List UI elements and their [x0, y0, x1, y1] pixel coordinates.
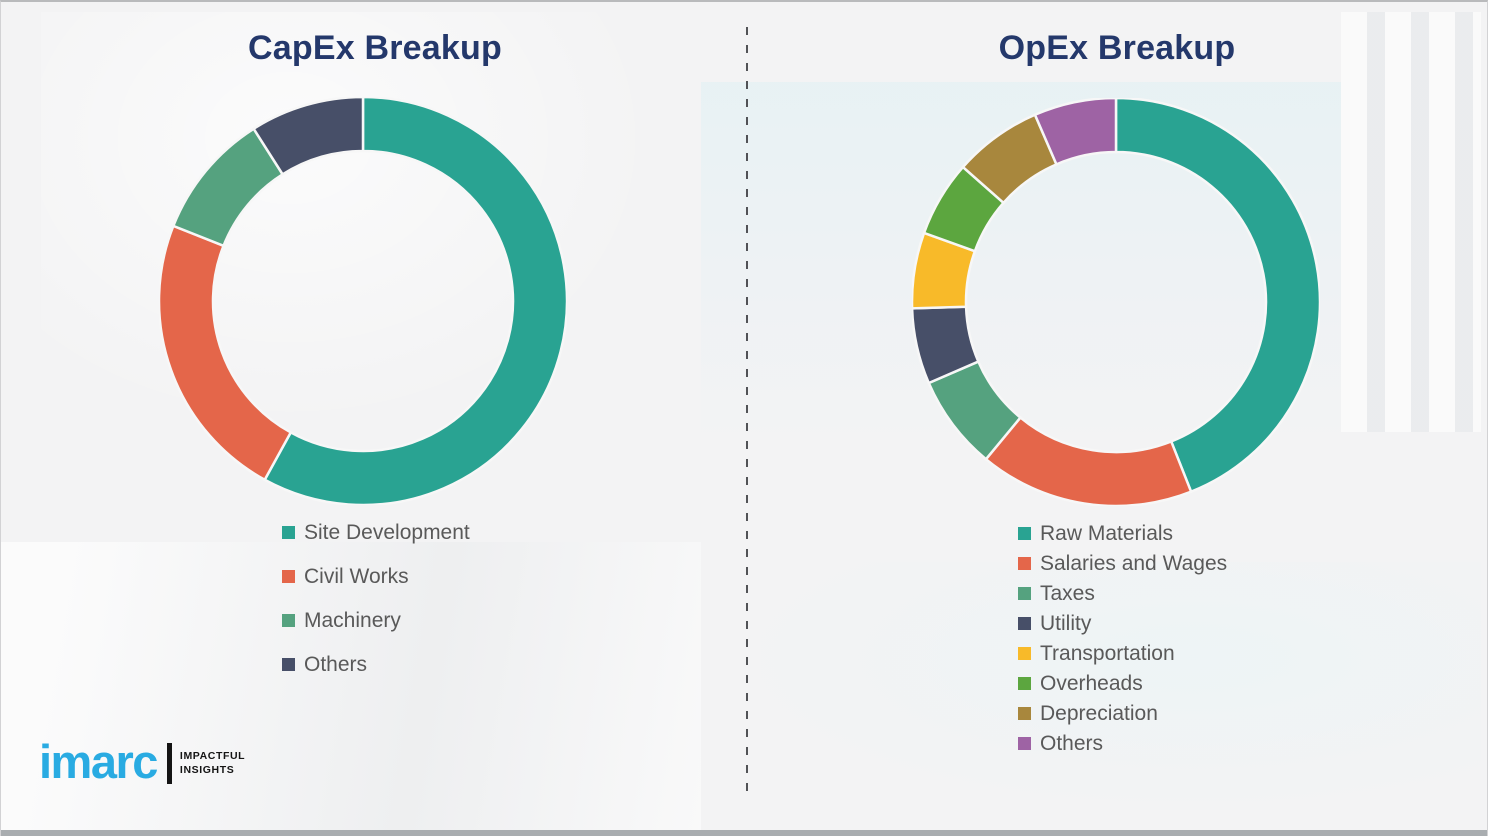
- legend-label: Others: [1040, 731, 1104, 755]
- legend-swatch-overheads: [1018, 676, 1031, 690]
- legend-item-others: Others: [1018, 728, 1227, 758]
- legend-label: Others: [304, 652, 368, 676]
- imarc-logo-divider-bar: [166, 743, 172, 784]
- legend-swatch-site-development: [282, 525, 295, 539]
- legend-item-machinery: Machinery: [282, 598, 470, 642]
- legend-swatch-taxes: [1018, 586, 1031, 600]
- legend-label: Salaries and Wages: [1040, 551, 1228, 575]
- legend-item-utility: Utility: [1018, 608, 1227, 638]
- legend-item-transportation: Transportation: [1018, 638, 1227, 668]
- legend-item-civil-works: Civil Works: [282, 554, 470, 598]
- legend-item-depreciation: Depreciation: [1018, 698, 1227, 728]
- background-watermark: [1341, 12, 1481, 432]
- legend-item-overheads: Overheads: [1018, 668, 1227, 698]
- donut-segment-civil-works: [159, 224, 293, 482]
- legend-swatch-raw-materials: [1018, 526, 1031, 540]
- legend-label: Machinery: [304, 608, 401, 632]
- legend-item-site-development: Site Development: [282, 510, 470, 554]
- imarc-logo-tagline: IMPACTFUL INSIGHTS: [180, 750, 245, 777]
- capex-legend: Site Development Civil Works Machinery Othe…: [282, 510, 470, 686]
- legend-label: Overheads: [1040, 671, 1143, 695]
- legend-label: Raw Materials: [1040, 521, 1174, 545]
- legend-label: Site Development: [304, 520, 470, 544]
- tagline-line-2: INSIGHTS: [179, 763, 235, 776]
- legend-label: Civil Works: [304, 564, 409, 588]
- opex-donut-chart: [912, 98, 1320, 506]
- donut-segment-raw-materials: [1114, 98, 1320, 494]
- legend-swatch-salaries-and-wages: [1018, 556, 1031, 570]
- legend-swatch-civil-works: [282, 569, 295, 583]
- donut-segment-site-development: [263, 97, 567, 505]
- imarc-logo-wordmark: imarc: [39, 735, 158, 788]
- capex-donut-chart: [159, 97, 567, 505]
- opex-chart-title: OpEx Breakup: [998, 29, 1236, 67]
- tagline-line-1: IMPACTFUL: [179, 750, 246, 762]
- legend-label: Taxes: [1040, 581, 1095, 605]
- donut-segment-salaries-and-wages: [984, 415, 1193, 506]
- legend-label: Depreciation: [1040, 701, 1158, 725]
- legend-swatch-others: [282, 657, 295, 671]
- legend-swatch-transportation: [1018, 646, 1031, 660]
- legend-item-raw-materials: Raw Materials: [1018, 518, 1227, 548]
- legend-label: Utility: [1040, 611, 1092, 635]
- imarc-logo: imarc IMPACTFUL INSIGHTS: [39, 738, 245, 785]
- donut-segment-others: [1033, 98, 1118, 166]
- opex-legend: Raw Materials Salaries and Wages Taxes Util…: [1018, 518, 1227, 758]
- donut-segment-others: [251, 97, 365, 177]
- legend-swatch-others: [1018, 736, 1031, 750]
- legend-swatch-depreciation: [1018, 706, 1031, 720]
- legend-label: Transportation: [1040, 641, 1175, 665]
- legend-swatch-machinery: [282, 613, 295, 627]
- legend-swatch-utility: [1018, 616, 1031, 630]
- capex-chart-title: CapEx Breakup: [248, 29, 502, 67]
- legend-item-salaries-and-wages: Salaries and Wages: [1018, 548, 1227, 578]
- legend-item-taxes: Taxes: [1018, 578, 1227, 608]
- panel-divider-dashed-line: [746, 27, 748, 793]
- bottom-border-bar: [1, 830, 1487, 836]
- legend-item-others: Others: [282, 642, 470, 686]
